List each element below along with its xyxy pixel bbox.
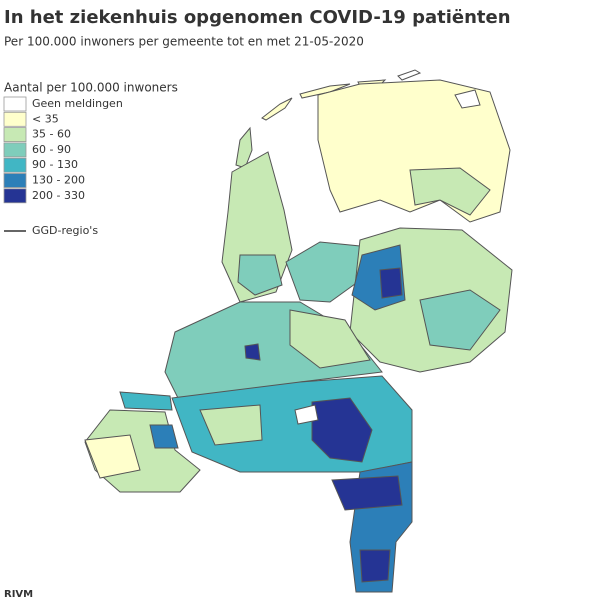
region	[237, 254, 283, 296]
region	[299, 83, 351, 99]
region	[289, 309, 371, 369]
legend-title: Aantal per 100.000 inwoners	[4, 81, 178, 95]
region	[294, 404, 319, 425]
region	[397, 69, 422, 81]
region	[419, 289, 501, 351]
subtitle: Per 100.000 inwoners per gemeente tot en…	[4, 35, 364, 49]
region	[311, 397, 373, 463]
legend-label: 130 - 200	[32, 174, 85, 187]
region	[331, 475, 403, 511]
region	[409, 167, 491, 216]
legend-label: 200 - 330	[32, 189, 85, 202]
region	[149, 424, 179, 449]
region	[359, 549, 391, 583]
title: In het ziekenhuis opgenomen COVID-19 pat…	[4, 7, 511, 28]
region	[454, 89, 481, 109]
boundary-label: GGD-regio's	[32, 224, 98, 237]
legend-swatch	[3, 173, 27, 188]
region	[379, 267, 403, 299]
legend-label: < 35	[32, 112, 59, 125]
legend-swatch	[3, 96, 27, 112]
map	[84, 69, 513, 593]
region	[84, 434, 141, 479]
legend-label: 60 - 90	[32, 143, 71, 156]
legend-swatch	[3, 157, 27, 173]
region	[261, 97, 293, 121]
legend-label: Geen meldingen	[32, 97, 123, 110]
region	[199, 404, 263, 446]
region	[244, 343, 261, 361]
legend-label: 90 - 130	[32, 158, 78, 171]
region	[119, 391, 173, 411]
legend-swatch	[3, 142, 27, 158]
legend-swatch	[3, 188, 27, 204]
legend-swatch	[3, 111, 27, 127]
legend-label: 35 - 60	[32, 128, 71, 141]
legend: Geen meldingen < 35 35 - 60 60 - 90 90 - 130…	[3, 96, 123, 204]
legend-swatch	[3, 127, 27, 142]
source: RIVM	[4, 589, 33, 600]
